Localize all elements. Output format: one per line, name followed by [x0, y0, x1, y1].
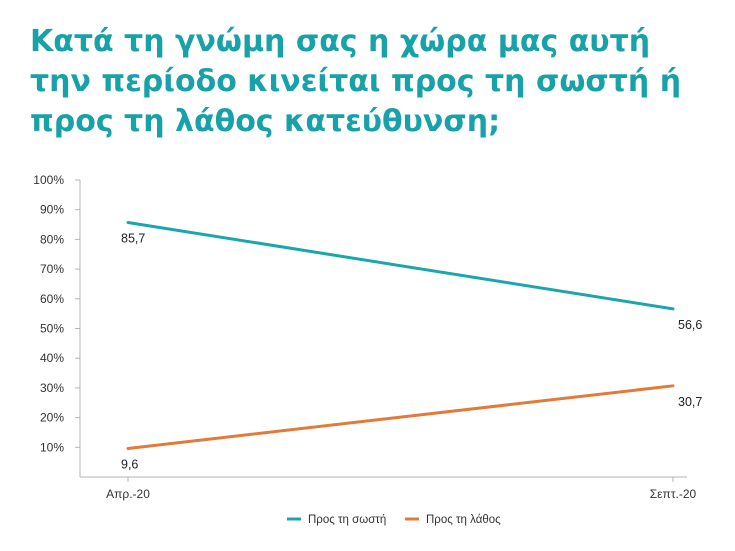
y-axis-ticks: 10% 20% 30% 40% 50% 60% 70% 80% 90% 100% — [33, 173, 80, 454]
chart-title: Κατά τη γνώμη σας η χώρα μας αυτή την πε… — [30, 24, 682, 139]
y-tick-label: 40% — [40, 351, 64, 365]
y-tick-label: 20% — [40, 411, 64, 425]
y-tick-label: 90% — [40, 203, 64, 217]
series-line-2 — [126, 384, 675, 450]
y-tick-label: 100% — [33, 173, 64, 187]
data-label: 30,7 — [678, 395, 702, 409]
legend-label: Προς τη λάθος — [426, 514, 501, 526]
y-tick-label: 80% — [40, 232, 64, 246]
y-tick-label: 30% — [40, 381, 64, 395]
series-line-1 — [126, 220, 675, 311]
series-lines — [126, 220, 675, 450]
y-tick-label: 60% — [40, 292, 64, 306]
data-label: 85,7 — [121, 231, 145, 245]
data-label: 9,6 — [121, 457, 138, 471]
data-label: 56,6 — [678, 318, 702, 332]
x-axis-ticks: Απρ.-20 Σεπτ.-20 — [106, 477, 697, 501]
y-tick-label: 10% — [40, 440, 64, 454]
data-labels: 85,7 56,6 9,6 30,7 — [121, 231, 702, 471]
chart-axes — [79, 180, 687, 478]
y-tick-label: 70% — [40, 262, 64, 276]
x-tick-label: Απρ.-20 — [106, 487, 150, 501]
legend-label: Προς τη σωστή — [308, 514, 386, 526]
y-tick-label: 50% — [40, 322, 64, 336]
x-tick-label: Σεπτ.-20 — [650, 487, 697, 501]
legend: Προς τη σωστή Προς τη λάθος — [287, 514, 501, 526]
